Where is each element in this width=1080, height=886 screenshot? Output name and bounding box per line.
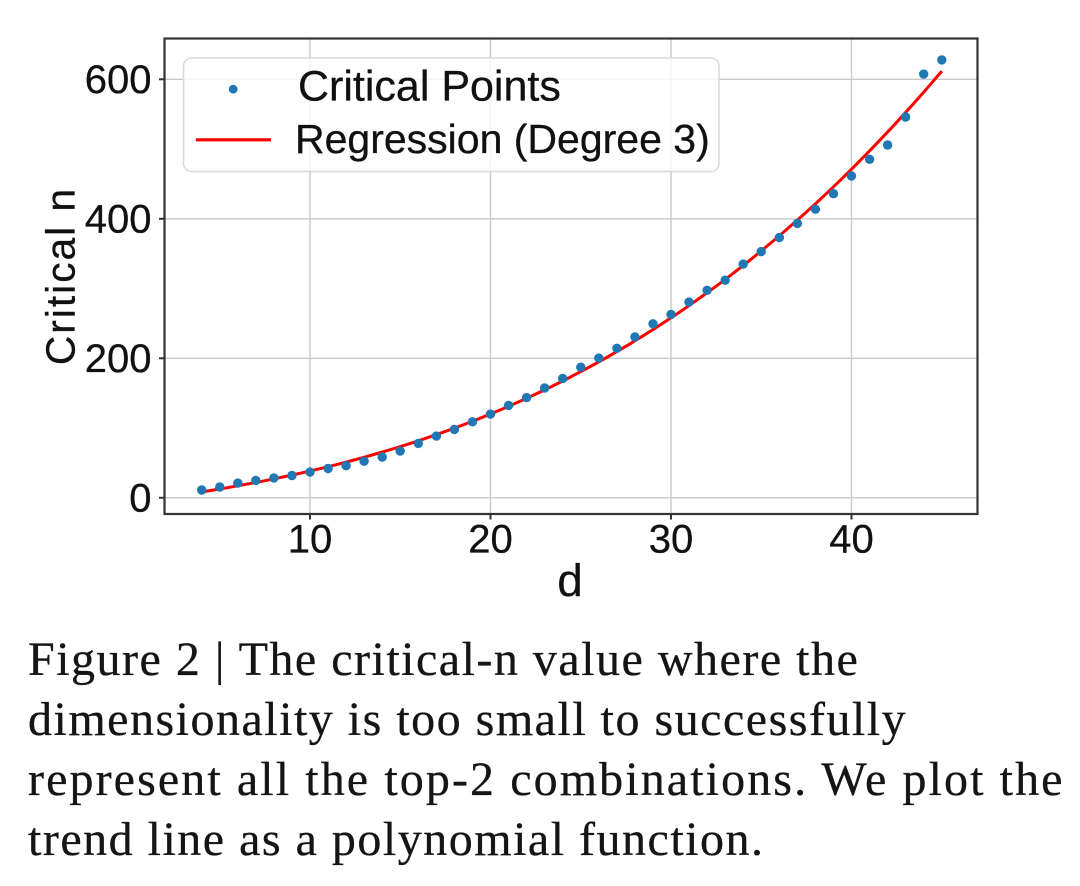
svg-text:30: 30 [649, 518, 694, 562]
svg-text:40: 40 [829, 518, 874, 562]
svg-text:20: 20 [468, 518, 513, 562]
svg-text:Critical n: Critical n [38, 187, 84, 365]
svg-text:200: 200 [85, 337, 152, 381]
svg-text:Regression (Degree 3): Regression (Degree 3) [295, 116, 710, 162]
svg-text:Critical Points: Critical Points [298, 62, 561, 110]
svg-text:10: 10 [288, 518, 333, 562]
svg-text:0: 0 [129, 477, 151, 521]
svg-text:400: 400 [85, 198, 152, 242]
svg-text:d: d [557, 555, 582, 606]
svg-text:600: 600 [85, 58, 152, 102]
